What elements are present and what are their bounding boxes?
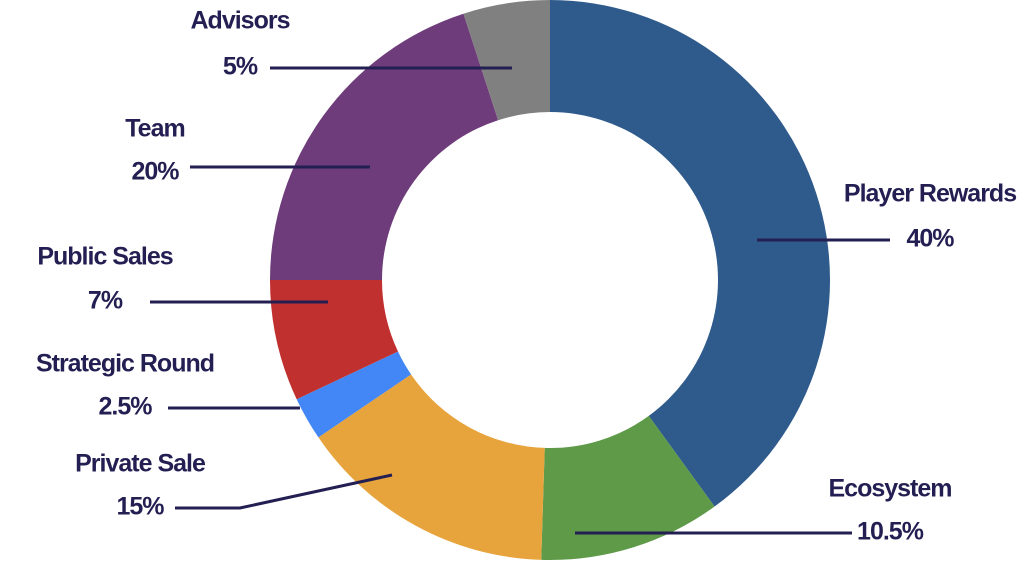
donut-slice [541,415,715,560]
slice-value-label: 40% [906,225,954,253]
donut-slice [270,280,398,400]
donut-slice [270,13,499,281]
slice-name: Public Sales [37,243,172,271]
slice-value-label: 2.5% [99,393,153,421]
slice-name: Private Sale [75,450,206,478]
slice-value-label: 20% [131,158,179,186]
slice-name: Ecosystem [828,475,951,503]
donut-slice [463,0,550,121]
slice-value-label: 7% [88,287,123,315]
slice-name: Team [125,115,184,143]
slice-value-label: 5% [223,53,258,81]
leader-line [175,473,393,510]
slice-name: Strategic Round [36,350,214,378]
donut-slice [550,0,830,507]
slice-name: Player Rewards [844,180,1016,208]
slice-value-label: 15% [116,493,164,521]
slice-name: Advisors [191,7,290,35]
donut-slice [296,351,412,438]
donut-slice [318,374,545,560]
slice-value-label: 10.5% [857,518,924,546]
